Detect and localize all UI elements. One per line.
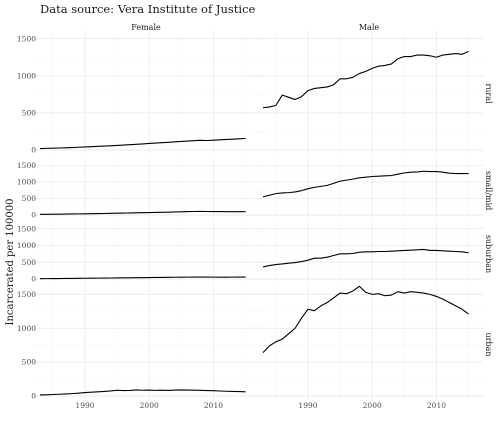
series-line-rural-male xyxy=(262,50,469,109)
y-tick-label: 500 xyxy=(22,358,37,367)
strip-label-rural: rural xyxy=(484,83,493,104)
series-line-suburban-male xyxy=(262,248,469,268)
x-tick-label: 2010 xyxy=(204,401,223,410)
series-line-small-mid-male xyxy=(262,170,469,198)
y-tick-label: 1000 xyxy=(17,178,36,187)
y-tick-label: 0 xyxy=(31,275,36,284)
panel-rural-male xyxy=(255,31,483,154)
y-tick-label: 500 xyxy=(22,109,37,118)
y-tick-label: 500 xyxy=(22,258,37,267)
series-line-suburban-female xyxy=(39,276,246,280)
x-tick-label: 2000 xyxy=(363,401,382,410)
x-tick-label: 2010 xyxy=(427,401,446,410)
strip-label-urban: urban xyxy=(484,332,493,356)
y-tick-label: 1500 xyxy=(17,161,36,170)
y-tick-label: 1000 xyxy=(17,241,36,250)
panel-suburban-female: 0 500 1000 1500 xyxy=(17,223,260,284)
panel-urban-female: 0 500 1000 1500 xyxy=(17,287,260,401)
strip-label-suburban: suburban xyxy=(484,235,493,273)
x-tick-label: 2000 xyxy=(140,401,159,410)
series-line-urban-female xyxy=(39,389,246,396)
panel-small-mid-female: 0 500 1000 1500 xyxy=(17,160,260,220)
y-tick-label: 1000 xyxy=(17,324,36,333)
series-line-rural-female xyxy=(39,137,246,150)
panel-suburban-male xyxy=(255,223,483,283)
y-tick-label: 1500 xyxy=(17,34,36,43)
panel-urban-male xyxy=(255,285,483,400)
y-tick-label: 0 xyxy=(31,146,36,155)
strip-label-female: Female xyxy=(131,23,161,32)
series-line-small-mid-female xyxy=(39,210,246,215)
panel-small-mid-male xyxy=(255,160,483,219)
strip-label-male: Male xyxy=(359,23,380,32)
facet-panels: Female Male rural 0 500 1000 1500 small/mid 0 500… xyxy=(17,23,493,410)
x-tick-label: 1990 xyxy=(75,401,94,410)
series-line-urban-male xyxy=(262,285,469,354)
y-axis-label: Incarcerated per 100000 xyxy=(5,199,16,326)
strip-label-small-mid: small/mid xyxy=(484,171,493,211)
y-tick-label: 1500 xyxy=(17,290,36,299)
panel-rural-female: 0 500 1000 1500 xyxy=(17,31,260,155)
y-tick-label: 1000 xyxy=(17,71,36,80)
y-tick-label: 500 xyxy=(22,194,37,203)
chart-title: Data source: Vera Institute of Justice xyxy=(40,2,256,16)
y-tick-label: 0 xyxy=(31,211,36,220)
y-tick-label: 0 xyxy=(31,392,36,401)
y-tick-label: 1500 xyxy=(17,224,36,233)
x-tick-label: 1990 xyxy=(298,401,317,410)
